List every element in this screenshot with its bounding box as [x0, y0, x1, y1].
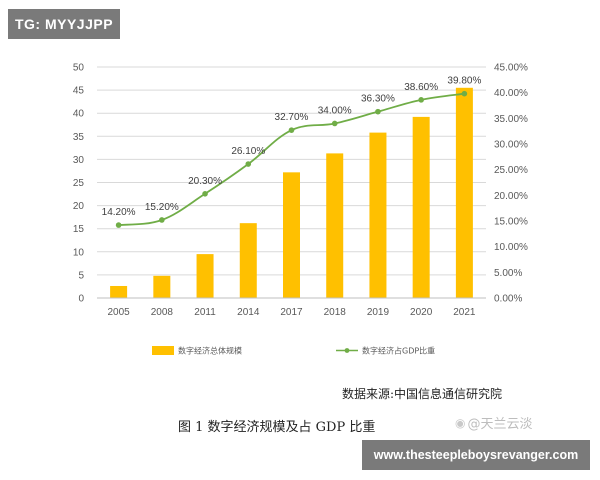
- line-data-label: 36.30%: [361, 94, 395, 105]
- line-point-2017: [288, 127, 295, 133]
- legend-bar-swatch: [152, 346, 174, 355]
- tg-badge: TG: MYYJJPP: [8, 9, 120, 39]
- line-point-2011: [202, 190, 208, 197]
- figure-caption: 图 1 数字经济规模及占 GDP 比重: [178, 420, 376, 435]
- x-tick-label: 2019: [367, 307, 390, 318]
- x-tick-label: 2021: [453, 307, 476, 318]
- right-tick-label: 20.00%: [494, 191, 528, 202]
- left-tick-label: 45: [73, 86, 85, 97]
- bar-2014: [239, 223, 257, 298]
- left-tick-label: 10: [73, 247, 85, 258]
- line-data-label: 14.20%: [102, 207, 136, 218]
- left-tick-label: 0: [78, 294, 84, 305]
- line-data-label: 20.30%: [188, 176, 222, 187]
- line-data-label: 32.70%: [275, 112, 309, 123]
- line-point-2014: [245, 161, 252, 167]
- x-tick-label: 2018: [324, 307, 347, 318]
- left-tick-label: 35: [73, 132, 85, 143]
- x-tick-label: 2008: [151, 307, 174, 318]
- right-tick-label: 15.00%: [494, 217, 528, 228]
- bar-2021: [455, 87, 473, 298]
- left-tick-label: 30: [73, 155, 85, 166]
- bar-2017: [283, 172, 300, 298]
- x-tick-label: 2005: [107, 307, 130, 318]
- line-point-2021: [461, 90, 468, 97]
- bar-2011: [196, 254, 214, 298]
- line-point-2005: [115, 222, 122, 228]
- line-point-2019: [375, 108, 381, 115]
- line-data-label: 34.00%: [318, 105, 352, 116]
- line-point-2008: [159, 217, 165, 223]
- line-data-label: 15.20%: [145, 202, 179, 213]
- legend: 数字经济总体规模 数字经济占GDP比重: [152, 346, 435, 356]
- right-axis: 0.00% 5.00% 10.00% 15.00% 20.00% 25.00% 30.00%…: [494, 63, 528, 305]
- bar-2005: [110, 285, 128, 298]
- source-text: 数据来源:中国信息通信研究院: [342, 387, 503, 401]
- right-tick-label: 10.00%: [494, 242, 528, 253]
- left-tick-label: 15: [73, 224, 85, 235]
- bar-2020: [412, 116, 430, 298]
- left-axis: 0 5 10 15 20 25 30 35 40 45 50: [73, 63, 85, 305]
- right-tick-label: 45.00%: [494, 63, 528, 74]
- x-tick-label: 2014: [237, 307, 260, 318]
- legend-bar-label: 数字经济总体规模: [178, 346, 242, 356]
- left-tick-label: 50: [73, 63, 85, 74]
- right-tick-label: 35.00%: [494, 114, 528, 125]
- bar-2018: [326, 153, 344, 298]
- line-data-label: 39.80%: [447, 76, 481, 87]
- watermark: ◉ @天兰云淡: [455, 413, 533, 433]
- bar-2008: [153, 275, 171, 298]
- percentage-line: 14.20% 15.20% 20.30% 26.10% 32.70% 34.00% 36.3…: [102, 76, 481, 228]
- url-banner[interactable]: www.thesteepleboysrevanger.com: [362, 440, 590, 470]
- left-tick-label: 20: [73, 201, 85, 212]
- watermark-text: @天兰云淡: [467, 417, 533, 432]
- left-tick-label: 25: [73, 178, 85, 189]
- left-tick-label: 40: [73, 109, 85, 120]
- left-tick-label: 5: [78, 270, 84, 281]
- line-data-label: 38.60%: [404, 82, 438, 93]
- right-tick-label: 5.00%: [494, 268, 522, 279]
- line-data-label: 26.10%: [231, 146, 265, 157]
- weibo-icon: ◉: [455, 415, 466, 430]
- right-tick-label: 25.00%: [494, 165, 528, 176]
- right-tick-label: 0.00%: [494, 294, 522, 305]
- x-tick-label: 2020: [410, 307, 433, 318]
- line-point-2020: [418, 97, 424, 103]
- line-point-2018: [331, 120, 338, 127]
- right-tick-label: 40.00%: [494, 88, 528, 99]
- legend-line-marker: [344, 348, 350, 353]
- legend-line-label: 数字经济占GDP比重: [362, 346, 435, 356]
- x-tick-label: 2017: [280, 307, 303, 318]
- x-tick-label: 2011: [194, 307, 216, 318]
- bar-2019: [369, 132, 387, 298]
- bars: [110, 87, 473, 298]
- x-axis: 2005 2008 2011 2014 2017 2018 2019 2020 2021: [97, 297, 486, 318]
- right-tick-label: 30.00%: [494, 140, 528, 151]
